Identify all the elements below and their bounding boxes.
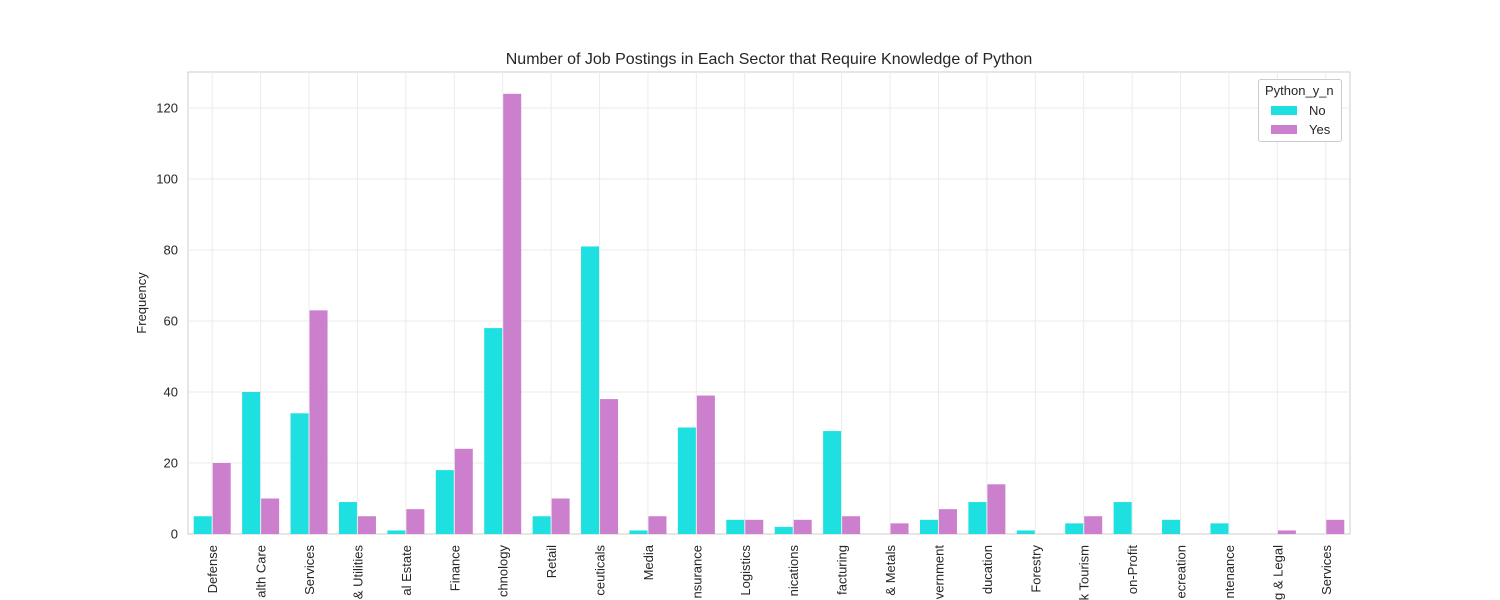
bar-yes-15 — [938, 509, 957, 534]
bar-yes-4 — [406, 509, 425, 534]
bar-yes-22 — [1277, 530, 1296, 534]
x-tick-label: Logistics — [738, 545, 753, 596]
bar-no-12 — [774, 526, 793, 534]
bar-yes-23 — [1326, 519, 1345, 534]
x-tick-label: nications — [786, 545, 801, 597]
legend-label-yes: Yes — [1309, 121, 1331, 137]
bar-no-9 — [629, 530, 648, 534]
bar-no-3 — [338, 502, 357, 534]
gridlines — [188, 72, 1350, 534]
bar-yes-5 — [454, 448, 473, 534]
x-tick-label: nsurance — [689, 545, 704, 598]
bar-no-18 — [1065, 523, 1084, 534]
legend-item-no: No — [1271, 102, 1326, 118]
x-axis-ticks: Defense alth Care Services & Utilities al Es… — [205, 544, 1334, 600]
bar-no-13 — [823, 431, 842, 534]
x-tick-label: ceuticals — [593, 545, 608, 596]
bar-no-5 — [435, 470, 454, 534]
x-tick-label: facturing — [835, 545, 850, 595]
x-tick-label: Media — [641, 544, 656, 580]
bars — [193, 93, 1345, 535]
x-tick-label: ntenance — [1222, 545, 1237, 599]
bar-no-19 — [1113, 502, 1132, 534]
y-tick-label: 120 — [156, 101, 178, 116]
plot-area — [187, 71, 1351, 535]
bar-no-10 — [677, 427, 696, 534]
x-tick-label: al Estate — [399, 545, 414, 596]
bar-no-6 — [484, 328, 503, 534]
x-tick-label: alth Care — [254, 545, 269, 598]
bar-no-17 — [1016, 530, 1035, 534]
y-tick-label: 100 — [156, 172, 178, 187]
bar-yes-7 — [551, 498, 570, 534]
x-tick-label: Finance — [447, 545, 462, 591]
legend-item-yes: Yes — [1271, 121, 1330, 137]
bar-no-0 — [193, 516, 212, 534]
bar-no-2 — [290, 413, 309, 534]
legend-swatch-yes — [1271, 124, 1297, 134]
bar-yes-11 — [745, 519, 764, 534]
legend-title: Python_y_n — [1265, 83, 1334, 98]
bar-yes-13 — [842, 516, 861, 534]
bar-yes-0 — [212, 463, 231, 534]
bar-yes-6 — [503, 93, 522, 535]
bar-no-16 — [968, 502, 987, 534]
x-tick-label: ducation — [980, 545, 995, 594]
bar-yes-18 — [1084, 516, 1103, 534]
bar-yes-14 — [890, 523, 909, 534]
bar-yes-9 — [648, 516, 667, 534]
y-tick-label: 60 — [164, 314, 178, 329]
y-tick-label: 0 — [171, 527, 178, 542]
x-tick-label: chnology — [496, 545, 511, 598]
bar-yes-2 — [309, 310, 328, 534]
x-tick-label: on-Profit — [1125, 545, 1140, 595]
y-tick-label: 40 — [164, 385, 178, 400]
x-tick-label: vernment — [931, 545, 946, 600]
bar-no-1 — [242, 392, 261, 534]
legend-swatch-no — [1271, 105, 1297, 115]
bar-yes-16 — [987, 484, 1006, 534]
bar-yes-3 — [357, 516, 376, 534]
bar-no-11 — [726, 519, 745, 534]
x-tick-label: Forestry — [1028, 545, 1043, 593]
x-tick-label: & Utilities — [350, 545, 365, 600]
x-tick-label: Services — [1319, 545, 1334, 595]
x-tick-label: k Tourism — [1077, 545, 1092, 600]
chart-title: Number of Job Postings in Each Sector th… — [506, 51, 1033, 68]
y-axis-ticks: 0 20 40 60 80 100 120 — [156, 101, 178, 542]
x-tick-label: ecreation — [1174, 545, 1189, 598]
bar-no-20 — [1162, 519, 1181, 534]
legend-label-no: No — [1309, 102, 1326, 118]
bar-yes-8 — [600, 399, 619, 534]
bar-no-21 — [1210, 523, 1229, 534]
bar-yes-12 — [793, 519, 812, 534]
bar-no-7 — [532, 516, 551, 534]
x-tick-label: & Metals — [883, 545, 898, 596]
bar-no-8 — [581, 246, 600, 534]
y-axis-label: Frequency — [134, 272, 149, 334]
legend: Python_y_n No Yes — [1258, 79, 1342, 142]
y-tick-label: 20 — [164, 456, 178, 471]
x-tick-label: g & Legal — [1270, 545, 1285, 600]
bar-no-15 — [919, 519, 938, 534]
bar-yes-1 — [261, 498, 280, 534]
x-tick-label: Retail — [544, 545, 559, 578]
y-tick-label: 80 — [164, 243, 178, 258]
x-tick-label: Defense — [205, 545, 220, 593]
bar-yes-10 — [696, 395, 715, 534]
x-tick-label: Services — [302, 545, 317, 595]
bar-no-4 — [387, 530, 406, 534]
